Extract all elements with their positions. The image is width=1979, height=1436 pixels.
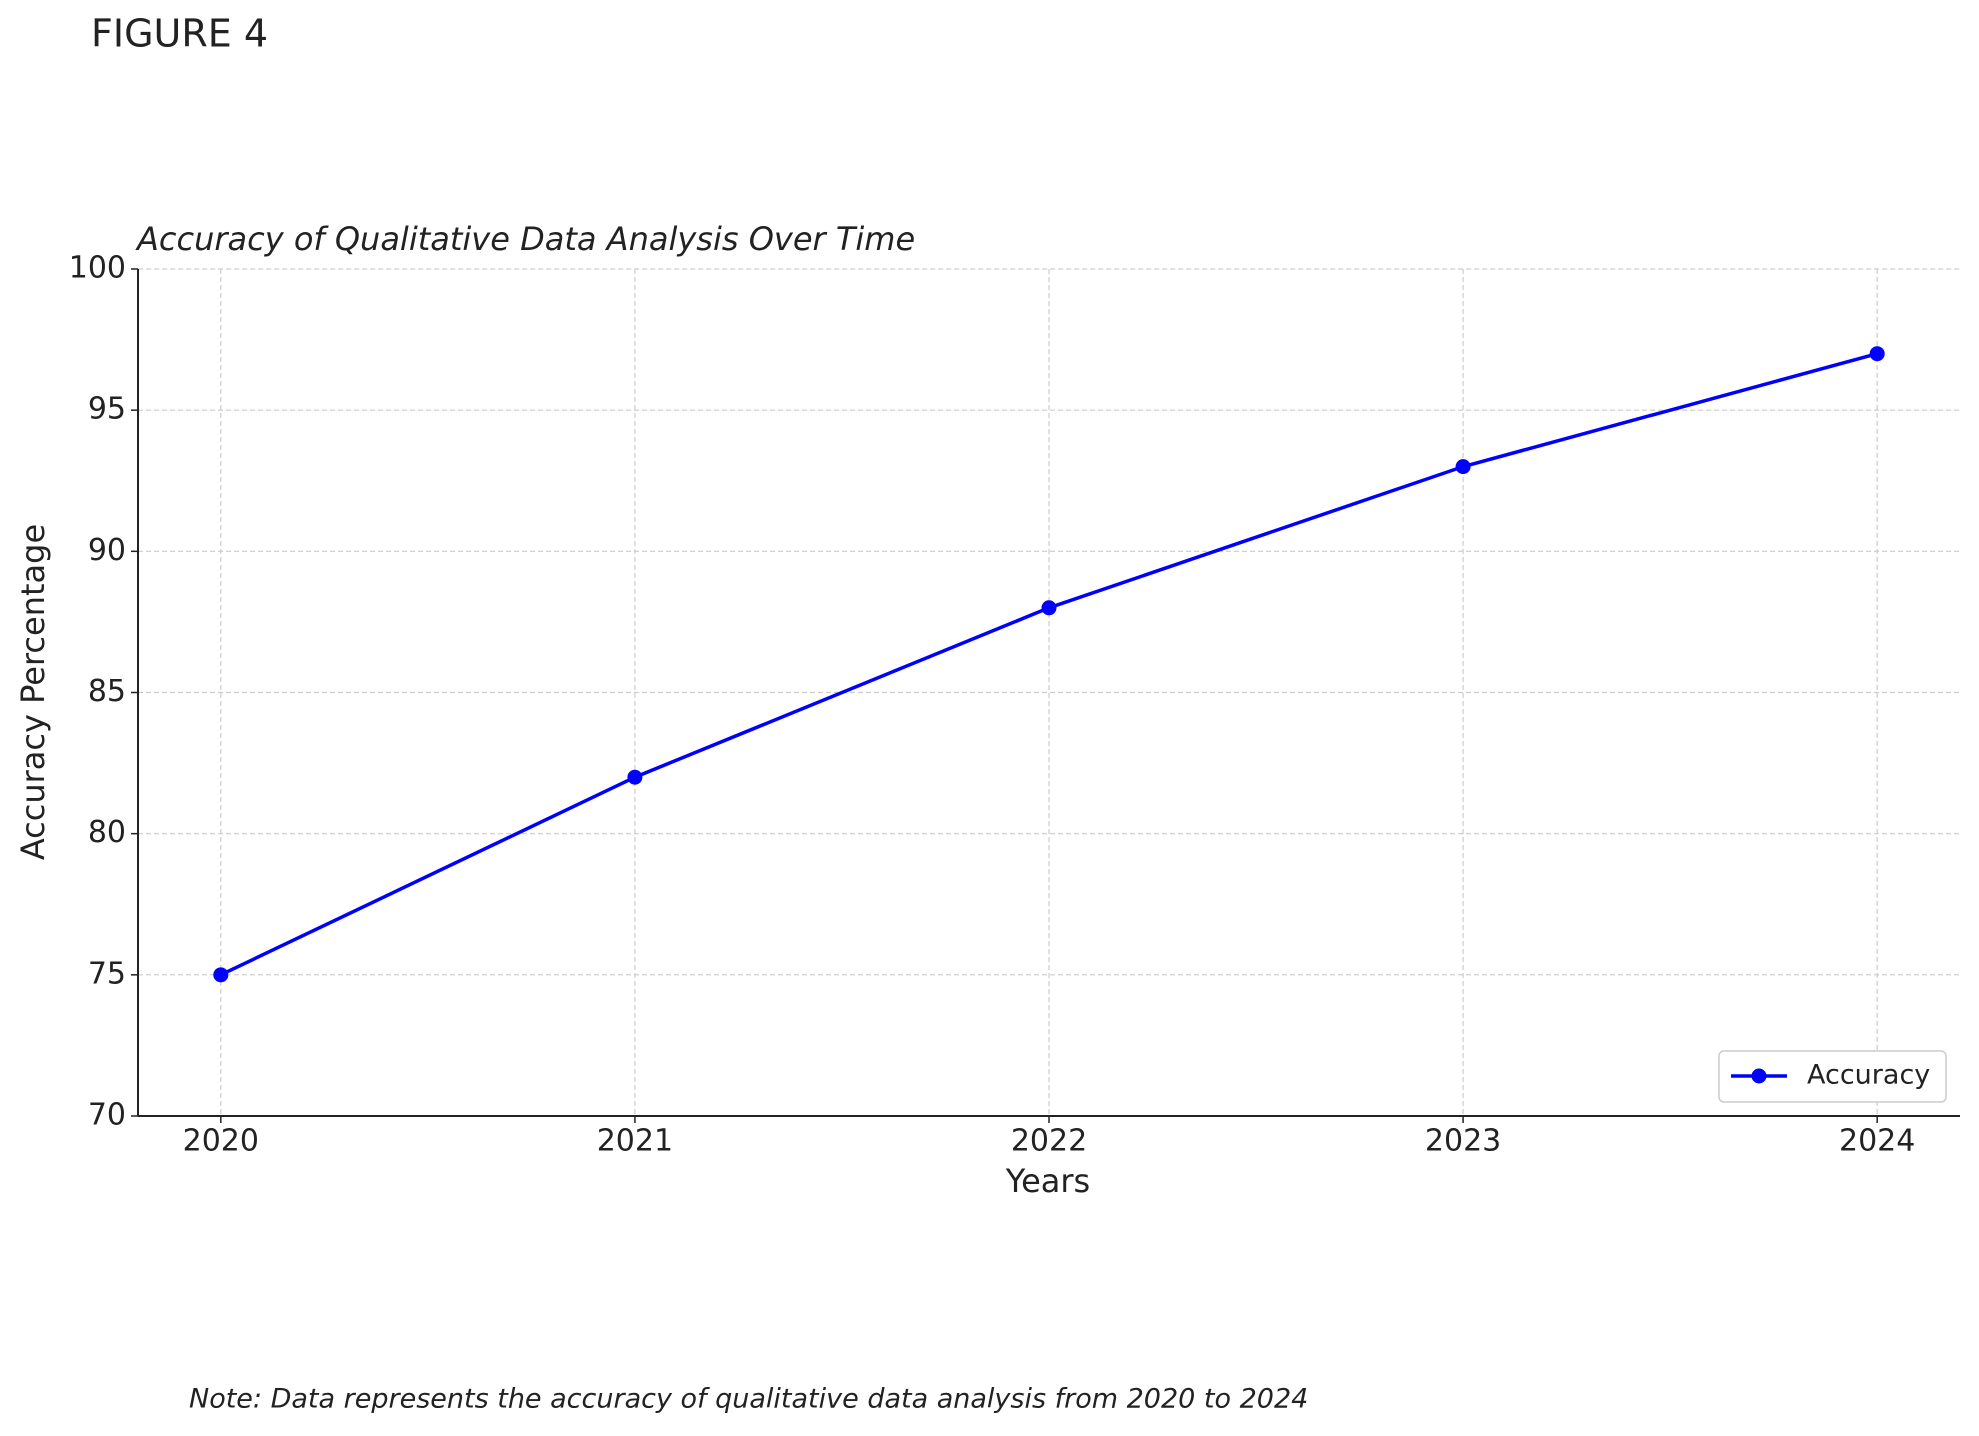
y-tick-label: 85	[88, 674, 126, 709]
y-tick-label: 75	[88, 956, 126, 991]
legend-label: Accuracy	[1807, 1060, 1930, 1091]
x-tick-label: 2021	[597, 1124, 673, 1159]
point	[1041, 600, 1057, 616]
point	[627, 769, 643, 785]
point	[1455, 459, 1471, 475]
point	[1869, 346, 1885, 362]
x-axis-label: Years	[1005, 1162, 1090, 1200]
y-tick-label: 95	[88, 392, 126, 427]
y-tick-label: 90	[88, 533, 126, 568]
point	[213, 967, 229, 983]
legend-marker	[1751, 1068, 1767, 1084]
x-tick-label: 2022	[1011, 1124, 1087, 1159]
chart-title: Accuracy of Qualitative Data Analysis Ov…	[135, 220, 915, 258]
figure-label: FIGURE 4	[91, 12, 268, 56]
note: Note: Data represents the accuracy of qu…	[189, 1384, 1308, 1415]
legend-box	[1718, 1050, 1947, 1103]
x-tick-label: 2024	[1839, 1124, 1915, 1159]
y-tick-label: 70	[88, 1098, 126, 1133]
x-tick-label: 2023	[1425, 1124, 1501, 1159]
y-axis-label: Accuracy Percentage	[14, 524, 52, 860]
x-tick-label: 2020	[183, 1124, 259, 1159]
y-tick-label: 80	[88, 815, 126, 850]
y-tick-label: 100	[69, 251, 126, 286]
